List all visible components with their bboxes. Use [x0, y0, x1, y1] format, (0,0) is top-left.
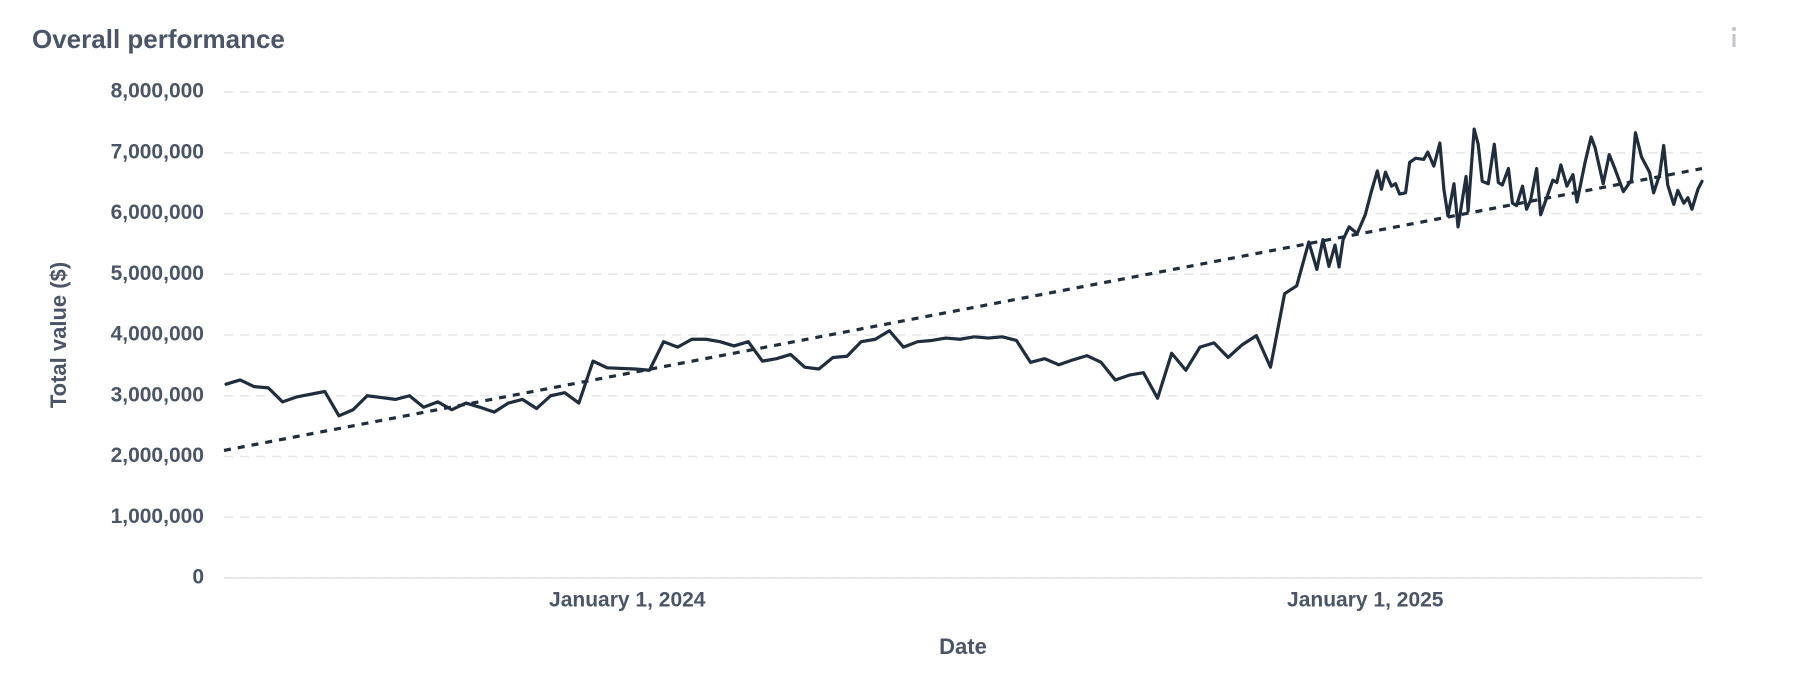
y-tick-label: 3,000,000	[111, 383, 204, 406]
chart-title: Overall performance	[32, 24, 285, 54]
y-tick-label: 0	[192, 566, 204, 589]
x-tick-label: January 1, 2024	[549, 589, 706, 612]
y-tick-label: 6,000,000	[111, 201, 204, 224]
info-icon[interactable]	[1731, 26, 1737, 47]
y-tick-label: 4,000,000	[111, 323, 204, 346]
y-tick-label: 8,000,000	[111, 80, 204, 103]
x-tick-label: January 1, 2025	[1287, 589, 1444, 612]
info-icon-dot	[1731, 26, 1737, 32]
info-icon-stem	[1732, 34, 1736, 47]
y-tick-label: 2,000,000	[111, 444, 204, 467]
y-axis-title: Total value ($)	[46, 262, 71, 408]
y-tick-label: 7,000,000	[111, 140, 204, 163]
x-axis-title: Date	[939, 634, 987, 659]
y-tick-label: 5,000,000	[111, 262, 204, 285]
trend-line	[223, 166, 1703, 453]
data-line	[224, 127, 1704, 418]
y-tick-label: 1,000,000	[111, 505, 204, 528]
